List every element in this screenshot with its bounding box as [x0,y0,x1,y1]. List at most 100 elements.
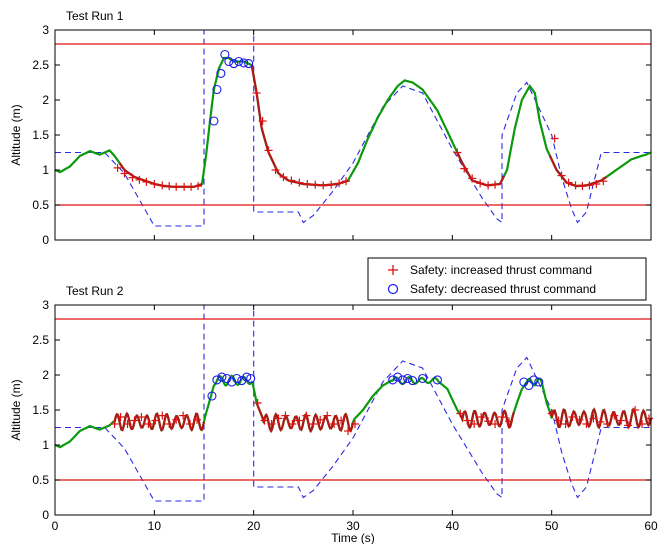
increased-thrust-marker-2-26 [337,416,346,425]
plot-area-1 [55,30,651,240]
increased-thrust-marker-1-33 [557,171,566,180]
ticks-2: 0 10 20 30 40 50 60 0 0.5 1 1.5 2 2.5 3 [32,298,658,533]
increased-thrust-marker-1-39 [599,177,608,186]
increased-thrust-marker-2-31 [470,420,479,428]
increased-thrust-marker-1-21 [311,180,320,189]
decreased-thrust-marker-1-8 [239,58,249,68]
legend-circle-marker [387,283,399,295]
x-tick-label-6: 50 [545,519,559,533]
increased-thrust-marker-2-9 [165,420,174,428]
increased-thrust-marker-2-1 [110,420,119,428]
panel-title-2: Test Run 2 [66,284,124,298]
increased-thrust-marker-2-6 [144,420,153,428]
increased-thrust-marker-2-15 [260,416,269,425]
decreased-thrust-marker-2-10 [388,375,398,385]
increased-thrust-marker-2-11 [179,411,188,420]
decreased-thrust-marker-1-3 [216,68,226,78]
increased-thrust-marker-2-51 [645,414,654,423]
y-tick-label-2-5: 2 [42,368,49,382]
reference-trajectory-2 [55,304,651,502]
increased-thrust-marker-1-28 [468,174,477,183]
increased-thrust-marker-1-17 [279,173,288,181]
reference-trajectory-1 [55,29,651,227]
increased-thrust-marker-2-33 [484,417,493,426]
increased-thrust-marker-1-25 [342,177,351,186]
y-tick-label-2-4: 1.5 [32,403,49,417]
decreased-thrust-marker-2-2 [212,375,222,385]
y-tick-label-1-3: 1 [42,163,49,177]
increased-thrust-marker-2-17 [274,414,283,423]
increased-thrust-marker-1-27 [460,164,469,173]
increased-thrust-marker-1-11 [187,182,196,191]
increased-thrust-marker-1-20 [303,180,312,188]
ticks-1: 0 0.5 1 1.5 2 2.5 3 [32,23,652,247]
decreased-thrust-marker-2-12 [398,375,408,385]
legend-plus-marker [388,265,398,275]
increased-thrust-marker-1-30 [484,181,493,190]
legend-entry-decreased: Safety: decreased thrust command [387,282,596,296]
increased-thrust-marker-2-49 [631,406,640,414]
panel-title-1: Test Run 1 [66,9,124,23]
panel-test-run-1: Test Run 1 Altitude (m) 0 0.5 1 1.5 2 2.5 3 [9,9,652,247]
y-tick-label-1-7: 3 [42,23,49,37]
increased-thrust-marker-1-19 [295,178,304,187]
increased-thrust-marker-1-16 [271,166,280,174]
increased-thrust-marker-2-41 [575,415,584,424]
y-tick-label-1-4: 1.5 [32,128,49,142]
decreased-thrust-marker-1-4 [220,49,230,60]
decreased-thrust-marker-1-1 [209,116,219,126]
x-tick-label-1: 0 [52,519,59,533]
increased-thrust-marker-1-7 [158,181,167,190]
x-tick-label-5: 40 [446,519,460,533]
marks-2 [54,304,654,502]
increased-thrust-marker-1-29 [476,179,485,188]
increased-thrust-marker-2-7 [151,416,160,425]
increased-thrust-marker-2-50 [638,420,647,428]
increased-thrust-marker-2-36 [504,417,513,426]
increased-thrust-marker-2-43 [589,414,598,423]
increased-thrust-marker-1-34 [564,178,573,187]
y-axis-label-2: Altitude (m) [9,379,23,440]
increased-thrust-marker-2-34 [491,420,500,428]
decreased-thrust-marker-2-8 [242,372,252,382]
decreased-thrust-marker-2-9 [246,373,256,384]
increased-thrust-marker-1-31 [491,180,500,189]
y-tick-label-2-7: 3 [42,298,49,312]
increased-thrust-marker-1-3 [128,173,137,182]
legend-box [367,257,647,301]
y-axis-label-1: Altitude (m) [9,104,23,165]
axes-box-1 [54,29,652,241]
increased-thrust-marker-2-22 [309,420,318,428]
increased-thrust-marker-2-10 [172,415,181,424]
increased-thrust-marker-2-46 [610,411,619,420]
increased-thrust-marker-2-18 [281,411,290,420]
increased-thrust-marker-1-22 [319,181,328,190]
increased-thrust-marker-1-4 [135,175,144,184]
decreased-thrust-marker-2-14 [408,376,418,386]
increased-thrust-marker-1-14 [258,117,267,125]
legend: Safety: increased thrust command Safety:… [367,257,647,301]
decreased-thrust-marker-2-3 [217,372,227,382]
increased-thrust-marker-2-2 [116,413,125,421]
increased-thrust-marker-2-40 [568,413,577,421]
increased-thrust-marker-1-36 [578,182,587,191]
x-axis-label: Time (s) [331,531,375,544]
decreased-thrust-marker-2-13 [403,373,413,384]
decreased-thrust-marker-1-9 [244,59,254,69]
increased-thrust-marker-2-29 [456,409,465,418]
decreased-thrust-marker-2-19 [529,375,539,385]
increased-thrust-marker-2-42 [582,420,591,428]
increased-thrust-marker-1-1 [113,163,122,172]
decreased-thrust-marker-2-18 [524,380,534,391]
increased-thrust-marker-1-2 [120,169,129,178]
increased-thrust-marker-2-3 [123,420,132,428]
panel-test-run-2: Test Run 2 Altitude (m) Time (s) 0 10 20 30… [9,257,658,544]
increased-thrust-marker-2-32 [477,413,486,421]
increased-thrust-marker-1-13 [252,89,261,97]
legend-label-increased: Safety: increased thrust command [410,263,592,277]
increased-thrust-marker-2-25 [330,420,339,428]
increased-thrust-marker-2-30 [463,416,472,425]
y-tick-label-2-1: 0 [42,508,49,522]
x-tick-label-7: 60 [644,519,658,533]
